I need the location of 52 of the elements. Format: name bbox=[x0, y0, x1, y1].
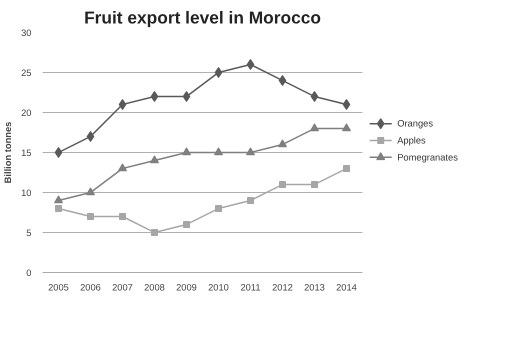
y-tick-label: 20 bbox=[21, 108, 32, 118]
y-tick-label: 30 bbox=[21, 28, 32, 38]
point bbox=[310, 91, 318, 102]
point bbox=[278, 139, 287, 148]
point bbox=[343, 165, 350, 172]
y-tick-label: 0 bbox=[26, 268, 32, 278]
point bbox=[55, 205, 62, 212]
y-axis-title: Billion tonnes bbox=[3, 122, 14, 184]
point bbox=[86, 187, 95, 196]
point bbox=[182, 91, 190, 102]
y-tick-label: 25 bbox=[21, 68, 32, 78]
legend-label: Apples bbox=[397, 136, 426, 146]
point bbox=[54, 147, 62, 158]
point bbox=[342, 123, 351, 132]
y-tick-label: 5 bbox=[26, 228, 32, 238]
point bbox=[118, 99, 126, 110]
point bbox=[214, 67, 222, 78]
x-tick-label: 2014 bbox=[336, 282, 357, 292]
point bbox=[183, 221, 190, 228]
point bbox=[86, 131, 94, 142]
point bbox=[247, 197, 254, 204]
legend-label: Pomegranates bbox=[397, 152, 458, 162]
point bbox=[54, 195, 63, 204]
x-tick-label: 2006 bbox=[80, 282, 101, 292]
legend-label: Oranges bbox=[397, 118, 434, 129]
chart-title: Fruit export level in Morocco bbox=[84, 8, 321, 28]
point bbox=[214, 147, 223, 156]
x-tick-label: 2005 bbox=[48, 282, 69, 292]
point bbox=[310, 123, 319, 132]
point bbox=[151, 229, 158, 236]
y-tick-label: 15 bbox=[21, 148, 32, 158]
x-tick-label: 2011 bbox=[240, 282, 261, 292]
y-tick-label: 10 bbox=[21, 188, 32, 198]
x-tick-label: 2012 bbox=[272, 282, 293, 292]
x-tick-label: 2013 bbox=[304, 282, 325, 292]
point bbox=[150, 155, 159, 164]
point bbox=[87, 213, 94, 220]
point bbox=[119, 213, 126, 220]
point bbox=[215, 205, 222, 212]
point bbox=[246, 147, 255, 156]
point bbox=[278, 75, 286, 86]
x-tick-label: 2007 bbox=[112, 282, 133, 292]
x-tick-label: 2009 bbox=[176, 282, 197, 292]
point bbox=[279, 181, 286, 188]
point bbox=[118, 163, 127, 172]
point bbox=[311, 181, 318, 188]
point bbox=[342, 99, 350, 110]
x-tick-label: 2008 bbox=[144, 282, 165, 292]
point bbox=[150, 91, 158, 102]
point bbox=[246, 59, 254, 70]
x-tick-label: 2010 bbox=[208, 282, 229, 292]
point bbox=[182, 147, 191, 156]
